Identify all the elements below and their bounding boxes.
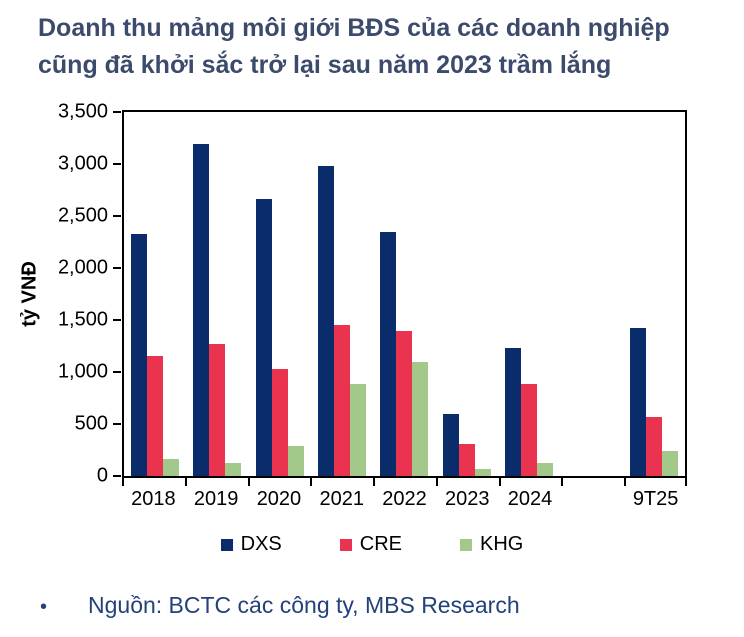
x-tick-label: 2021: [319, 488, 364, 510]
y-tick-label: 1,500: [57, 308, 108, 331]
x-tick-mark: [499, 478, 501, 486]
x-tick-mark: [248, 478, 250, 486]
bar-khg-2021: [350, 384, 367, 476]
legend-swatch-icon: [220, 538, 233, 551]
y-axis-labels: 3,500 3,000 2,500 2,000 1,500 1,000 500 0: [0, 101, 108, 487]
bar-khg-9T25: [661, 451, 678, 476]
y-tick-label: 2,000: [57, 256, 108, 279]
y-tick-mark: [113, 319, 121, 321]
bar-khg-2023: [474, 469, 491, 476]
y-tick-mark: [113, 371, 121, 373]
y-tick-label: 3,000: [57, 152, 108, 175]
x-tick-label: 2023: [445, 488, 490, 510]
y-tick-label: 500: [74, 412, 108, 435]
x-tick-label: 2022: [382, 488, 427, 510]
bar-dxs-2019: [193, 144, 210, 476]
bar-dxs-9T25: [629, 328, 646, 476]
x-tick-mark: [373, 478, 375, 486]
bar-dxs-2024: [505, 348, 522, 476]
source-text: Nguồn: BCTC các công ty, MBS Research: [88, 592, 520, 618]
bar-cre-2024: [521, 384, 538, 476]
bar-khg-2024: [537, 463, 554, 476]
legend-label: CRE: [359, 533, 402, 555]
bar-dxs-2021: [318, 166, 335, 476]
y-tick-label: 2,500: [57, 204, 108, 227]
x-tick-mark: [122, 478, 124, 486]
bars-row: [124, 112, 685, 476]
x-tick-mark: [561, 478, 563, 486]
category-group: [124, 112, 186, 476]
y-tick-mark: [113, 111, 121, 113]
y-tick-mark: [113, 163, 121, 165]
bar-khg-2022: [412, 362, 429, 476]
legend-item-khg: KHG: [460, 533, 523, 556]
chart-title-line-2: cũng đã khởi sắc trở lại sau năm 2023 tr…: [38, 51, 612, 79]
y-tick-label: 0: [96, 464, 108, 487]
x-tick-label: 2024: [507, 488, 553, 510]
category-group: [186, 112, 248, 476]
chart-title-line-1: Doanh thu mảng môi giới BĐS của các doan…: [38, 14, 670, 42]
legend-swatch-icon: [339, 538, 352, 551]
x-tick-mark: [624, 478, 626, 486]
category-group: [311, 112, 373, 476]
x-tick-mark: [436, 478, 438, 486]
bar-cre-9T25: [645, 417, 662, 476]
category-group: [623, 112, 685, 476]
x-tick-mark: [685, 478, 687, 486]
bar-khg-2019: [225, 463, 242, 476]
y-tick-mark: [113, 423, 121, 425]
chart-title: Doanh thu mảng môi giới BĐS của các doan…: [38, 10, 718, 84]
y-tick-label: 1,000: [57, 360, 108, 383]
category-group: [436, 112, 498, 476]
category-group: [373, 112, 435, 476]
plot-area: [122, 110, 687, 478]
category-group: [498, 112, 560, 476]
x-tick-mark: [185, 478, 187, 486]
bar-khg-2020: [287, 446, 304, 476]
bar-dxs-2020: [255, 199, 272, 476]
bar-dxs-2023: [442, 414, 459, 476]
y-tick-label: 3,500: [57, 100, 108, 123]
x-axis: 2018 2019 2020 2021 2022 2023 2024 9T25: [122, 478, 687, 518]
x-tick-label: 2019: [193, 488, 239, 510]
category-group: [249, 112, 311, 476]
source-note: • Nguồn: BCTC các công ty, MBS Research: [40, 592, 520, 619]
bar-cre-2018: [147, 356, 164, 476]
bar-dxs-2018: [131, 234, 148, 476]
bar-cre-2020: [271, 369, 288, 476]
bar-cre-2019: [209, 344, 226, 476]
x-tick-mark: [310, 478, 312, 486]
x-tick-label: 2018: [131, 488, 176, 510]
x-tick-label: 2020: [256, 488, 302, 510]
legend-label: KHG: [480, 533, 524, 555]
legend-item-dxs: DXS: [220, 533, 282, 556]
legend-item-cre: CRE: [339, 533, 402, 556]
legend: DXS CRE KHG: [0, 533, 744, 556]
bar-cre-2021: [334, 325, 351, 476]
bar-dxs-2022: [380, 232, 397, 476]
x-tick-label: 9T25: [632, 488, 679, 510]
bar-khg-2018: [163, 459, 180, 476]
legend-label: DXS: [240, 533, 282, 555]
bar-cre-2022: [396, 331, 413, 476]
category-group: [560, 112, 622, 476]
y-tick-mark: [113, 215, 121, 217]
bullet-icon: •: [40, 596, 48, 618]
bar-cre-2023: [458, 444, 475, 476]
y-tick-mark: [113, 267, 121, 269]
y-axis-ticks: [0, 110, 122, 478]
y-tick-mark: [113, 475, 121, 477]
legend-swatch-icon: [460, 538, 472, 551]
